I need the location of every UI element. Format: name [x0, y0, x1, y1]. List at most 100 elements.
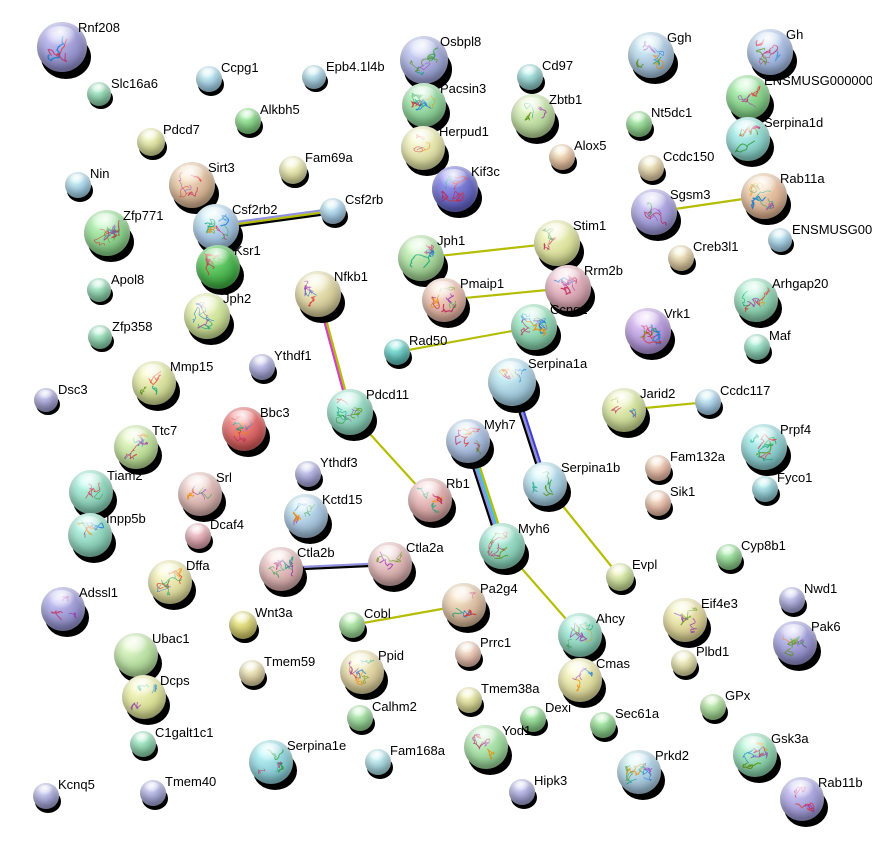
protein-node-calhm2[interactable]	[347, 705, 376, 735]
node-sphere	[229, 611, 257, 639]
protein-label-csf2rb: Csf2rb	[345, 192, 384, 207]
protein-node-pmaip1[interactable]	[422, 278, 470, 329]
protein-label-prpf4: Prpf4	[780, 422, 812, 437]
protein-label-adssl1: Adssl1	[79, 585, 119, 600]
protein-node-csf2rb2[interactable]	[193, 204, 243, 257]
protein-label-gsk3a: Gsk3a	[771, 731, 809, 746]
protein-node-kcnq5[interactable]	[33, 783, 62, 813]
protein-node-pdcd7[interactable]	[137, 128, 168, 160]
protein-node-tmem38a[interactable]	[456, 687, 485, 717]
protein-node-srl[interactable]	[178, 472, 226, 523]
protein-label-c1galt1c1: C1galt1c1	[155, 725, 214, 740]
protein-node-creb3l1[interactable]	[668, 245, 697, 275]
protein-node-alkbh5[interactable]	[235, 108, 264, 138]
protein-label-serpina1a: Serpina1a	[528, 356, 588, 371]
edge-Sgsm3-Rab11a	[674, 197, 744, 211]
protein-label-ythdf1: Ythdf1	[274, 348, 312, 363]
protein-node-plbd1[interactable]	[671, 650, 700, 680]
protein-node-nt5dc1[interactable]	[626, 111, 655, 141]
edge-strand	[321, 314, 345, 393]
protein-node-sik1[interactable]	[645, 490, 674, 520]
protein-node-ythdf1[interactable]	[249, 354, 278, 384]
protein-label-kif3c: Kif3c	[471, 164, 500, 179]
protein-node-c1galt1c1[interactable]	[130, 731, 159, 761]
protein-label-ensmusg2: ENSMUSG0000	[792, 222, 872, 237]
protein-node-ythdf3[interactable]	[295, 461, 324, 491]
protein-node-serpina1a[interactable]	[488, 358, 540, 413]
node-sphere	[65, 172, 91, 198]
protein-label-serpina1e: Serpina1e	[287, 738, 347, 753]
protein-node-csf2rb[interactable]	[320, 198, 349, 228]
node-sphere	[347, 705, 373, 731]
protein-node-nwd1[interactable]	[779, 587, 808, 617]
protein-label-pak6: Pak6	[811, 619, 841, 634]
protein-node-cyp8b1[interactable]	[716, 544, 745, 574]
protein-node-cmas[interactable]	[558, 658, 606, 709]
protein-node-serpina1b[interactable]	[523, 462, 571, 513]
protein-node-sec61a[interactable]	[590, 712, 619, 742]
protein-node-eif4e3[interactable]	[663, 598, 711, 649]
protein-node-pak6[interactable]	[773, 621, 821, 672]
node-sphere	[671, 650, 697, 676]
node-sphere	[590, 712, 616, 738]
protein-label-dcaf4: Dcaf4	[210, 517, 244, 532]
edge-strand	[643, 401, 698, 410]
protein-node-dcaf4[interactable]	[185, 523, 214, 553]
protein-label-ahcy: Ahcy	[596, 611, 625, 626]
protein-label-creb3l1: Creb3l1	[693, 239, 739, 254]
protein-node-slc16a6[interactable]	[87, 82, 113, 110]
protein-node-rad50[interactable]	[384, 339, 413, 369]
protein-label-cyp8b1: Cyp8b1	[741, 538, 786, 553]
protein-node-cd97[interactable]	[517, 64, 546, 94]
protein-node-ccdc117[interactable]	[695, 389, 724, 419]
protein-label-jarid2: Jarid2	[640, 386, 676, 401]
protein-label-sgsm3: Sgsm3	[670, 187, 711, 202]
protein-node-fam168a[interactable]	[365, 749, 394, 779]
protein-label-rab11a: Rab11a	[780, 171, 825, 186]
protein-node-prrc1[interactable]	[455, 641, 484, 671]
protein-node-fam69a[interactable]	[279, 156, 310, 188]
node-sphere	[88, 325, 112, 349]
edge-Serpina1a-Serpina1b	[515, 401, 542, 466]
protein-node-gpx[interactable]	[700, 694, 729, 724]
protein-node-ahcy[interactable]	[558, 613, 606, 664]
protein-label-dffa: Dffa	[186, 558, 210, 573]
protein-node-dsc3[interactable]	[34, 388, 60, 416]
protein-node-epb4.1l4b[interactable]	[302, 65, 328, 93]
protein-node-ccpg1[interactable]	[196, 66, 225, 96]
protein-label-sirt3: Sirt3	[208, 160, 235, 175]
protein-node-wnt3a[interactable]	[229, 611, 260, 643]
protein-node-tmem40[interactable]	[140, 780, 169, 810]
protein-label-zfp358: Zfp358	[112, 319, 153, 334]
edge-Myh7-Myh6	[469, 458, 500, 528]
node-sphere	[302, 65, 326, 89]
protein-node-alox5[interactable]	[549, 144, 578, 174]
protein-node-nin[interactable]	[65, 172, 94, 202]
node-sphere	[744, 334, 770, 360]
protein-node-fyco1[interactable]	[752, 476, 781, 506]
protein-label-ubac1: Ubac1	[152, 631, 190, 646]
protein-label-maf: Maf	[769, 328, 791, 343]
edge-strand	[441, 244, 537, 257]
protein-node-apol8[interactable]	[87, 278, 113, 306]
protein-node-zfp358[interactable]	[88, 325, 114, 353]
protein-label-osbpl8: Osbpl8	[440, 34, 482, 49]
protein-node-cobl[interactable]	[339, 612, 368, 642]
protein-node-ccdc150[interactable]	[638, 155, 667, 185]
protein-label-kctd15: Kctd15	[322, 492, 363, 507]
protein-label-ccng1: Ccng1	[550, 302, 588, 317]
protein-node-tmem59[interactable]	[239, 660, 268, 690]
node-sphere	[235, 108, 261, 134]
edge-Jph1-Stim1	[441, 244, 537, 257]
protein-node-fam132a[interactable]	[645, 455, 674, 485]
protein-node-myh6[interactable]	[479, 523, 529, 576]
protein-label-ppid: Ppid	[378, 648, 405, 663]
protein-node-ensmusg2[interactable]	[768, 228, 794, 256]
protein-node-evpl[interactable]	[606, 563, 637, 595]
protein-node-hipk3[interactable]	[509, 779, 538, 809]
protein-label-ythdf3: Ythdf3	[320, 455, 358, 470]
protein-node-maf[interactable]	[744, 334, 773, 364]
protein-node-gh[interactable]	[747, 29, 797, 82]
protein-node-jph2[interactable]	[184, 293, 234, 346]
protein-label-serpina1d: Serpina1d	[764, 115, 824, 130]
